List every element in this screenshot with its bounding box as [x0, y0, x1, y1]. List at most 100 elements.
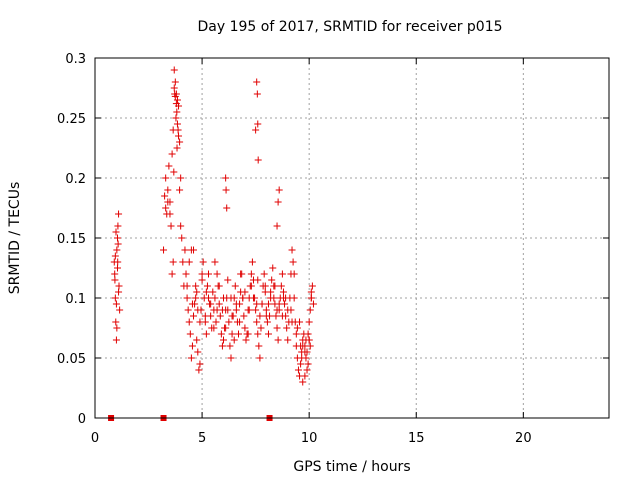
data-point — [288, 246, 296, 254]
data-point — [254, 276, 262, 284]
data-point — [220, 294, 227, 302]
data-point — [113, 264, 121, 272]
data-point — [308, 282, 316, 290]
data-point — [302, 336, 310, 344]
data-point — [299, 378, 307, 386]
data-point — [171, 78, 179, 86]
data-point — [257, 324, 265, 332]
data-point — [211, 258, 219, 266]
data-point — [253, 300, 261, 308]
x-tick-label: 20 — [515, 431, 532, 446]
data-point — [183, 294, 191, 302]
data-point — [185, 318, 193, 326]
data-point — [182, 270, 190, 278]
data-point — [297, 360, 305, 368]
y-tick-label: 0.1 — [65, 292, 86, 307]
data-point — [222, 324, 230, 332]
data-point — [305, 318, 313, 326]
data-point — [211, 294, 219, 302]
data-point — [292, 330, 300, 338]
data-point — [207, 300, 215, 308]
data-point — [193, 288, 201, 296]
data-point — [227, 354, 235, 362]
data-point — [287, 306, 295, 314]
data-point — [111, 294, 119, 302]
data-point — [192, 294, 200, 302]
data-point — [237, 270, 245, 278]
y-tick-label: 0.15 — [57, 232, 86, 247]
data-point — [190, 312, 198, 320]
data-point — [264, 330, 272, 338]
data-point — [244, 330, 252, 338]
data-point — [232, 300, 240, 308]
data-point — [226, 342, 234, 350]
data-point — [114, 222, 122, 230]
data-point — [268, 276, 276, 284]
data-point — [256, 354, 264, 362]
data-point — [262, 312, 270, 320]
data-point — [253, 78, 261, 86]
data-point — [290, 270, 298, 278]
data-point — [275, 300, 283, 308]
data-point — [171, 92, 179, 100]
data-point — [202, 330, 210, 338]
data-point — [199, 258, 207, 266]
data-point — [278, 270, 286, 278]
data-point — [301, 348, 309, 356]
data-point — [270, 294, 278, 302]
data-point — [196, 360, 204, 368]
x-tick-label: 5 — [198, 431, 206, 446]
data-point — [232, 306, 240, 314]
data-point — [248, 258, 256, 266]
data-point — [307, 288, 315, 296]
data-point — [112, 300, 120, 308]
data-point — [177, 222, 185, 230]
data-point — [301, 372, 309, 380]
data-point — [261, 282, 269, 290]
data-point — [306, 306, 314, 314]
data-point — [217, 330, 225, 338]
data-point — [187, 354, 195, 362]
data-point — [254, 330, 262, 338]
data-point — [188, 300, 196, 308]
data-point — [249, 294, 257, 302]
data-point — [111, 270, 119, 278]
data-points — [108, 66, 317, 421]
data-point — [220, 336, 227, 344]
data-point — [170, 66, 178, 74]
data-point — [279, 288, 287, 296]
data-point — [196, 318, 204, 326]
data-point — [222, 186, 230, 194]
data-point — [252, 126, 260, 134]
x-axis-label: GPS time / hours — [293, 459, 410, 475]
data-point — [205, 270, 213, 278]
data-point — [115, 288, 123, 296]
data-point — [176, 186, 184, 194]
data-point — [195, 366, 203, 374]
data-point — [241, 324, 249, 332]
data-point — [264, 300, 272, 308]
data-point — [303, 366, 311, 374]
data-point — [218, 306, 226, 314]
data-point — [168, 270, 176, 278]
data-point — [239, 294, 247, 302]
data-point — [205, 294, 213, 302]
data-point — [252, 306, 260, 314]
data-point — [174, 126, 182, 134]
data-point — [306, 342, 314, 350]
data-point — [194, 348, 202, 356]
data-point — [173, 144, 181, 152]
data-point — [267, 288, 275, 296]
y-tick-label: 0 — [78, 412, 86, 427]
data-point — [213, 270, 221, 278]
data-point — [112, 228, 120, 236]
data-point — [166, 210, 174, 218]
data-point — [212, 318, 220, 326]
data-point — [113, 324, 121, 332]
data-point — [111, 252, 119, 260]
data-point — [298, 354, 306, 362]
data-point — [114, 240, 122, 248]
data-point — [241, 288, 249, 296]
data-point — [116, 306, 124, 314]
data-point — [173, 120, 181, 128]
